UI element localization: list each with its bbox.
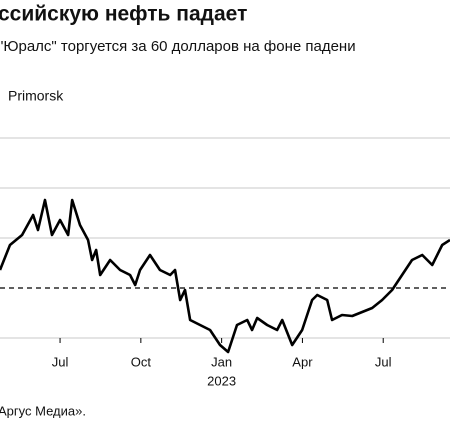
x-tick-label: Jul [375,354,392,369]
price-line [0,198,450,354]
x-tick-label: Oct [131,354,152,369]
chart-title: ссийскую нефть падает [0,3,247,26]
x-tick-label: Jul [52,354,69,369]
year-label: 2023 [207,373,236,388]
source: Аргус Медиа». [0,403,86,418]
x-tick-label: Apr [292,354,313,369]
x-tick-label: Jan [211,354,232,369]
chart-subtitle: "Юралс" торгуется за 60 долларов на фоне… [0,38,356,55]
legend-label: Primorsk [8,88,64,104]
